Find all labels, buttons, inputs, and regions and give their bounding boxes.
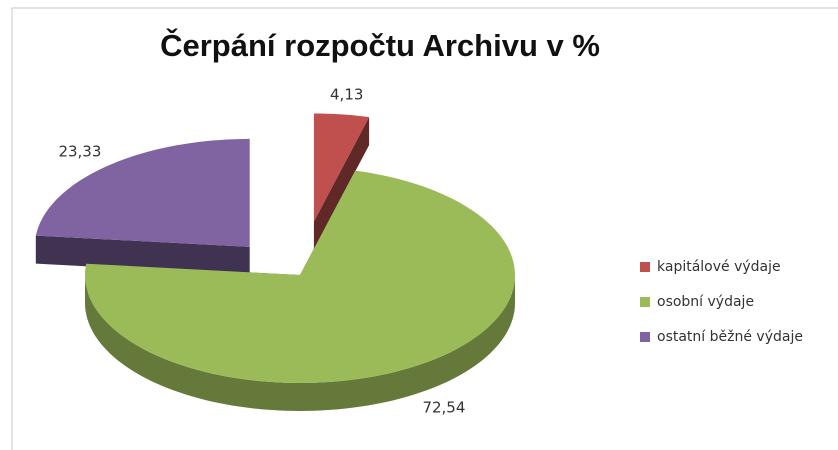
slice [85, 170, 515, 383]
data-label: 72,54 [422, 398, 465, 416]
chart-title: Čerpání rozpočtu Archivu v % [160, 27, 600, 63]
slice [313, 113, 370, 222]
slice [35, 138, 250, 247]
legend-swatch [640, 332, 650, 342]
legend-label: osobní výdaje [657, 294, 754, 310]
data-label: 4,13 [330, 86, 363, 104]
slice-side [85, 275, 515, 411]
legend-label: kapitálové výdaje [657, 259, 781, 275]
legend-swatch [640, 297, 650, 307]
data-label: 23,33 [58, 143, 101, 161]
legend-label: ostatní běžné výdaje [657, 329, 803, 345]
legend-swatch [640, 262, 650, 272]
slice-wall [313, 117, 370, 250]
